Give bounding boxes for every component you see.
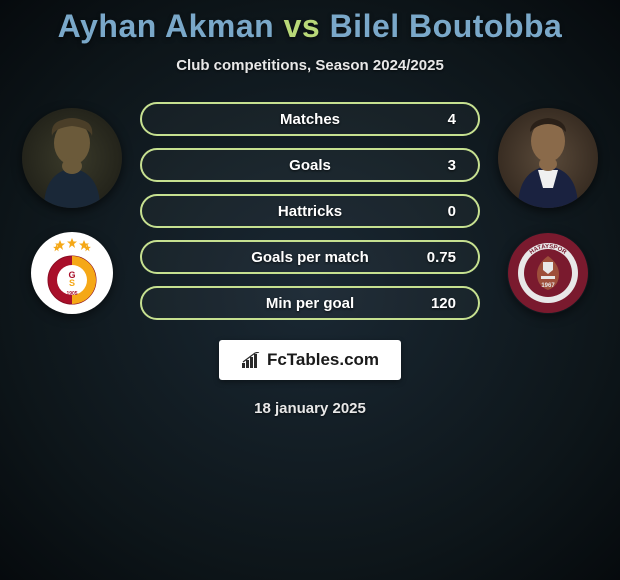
svg-text:S: S (69, 278, 75, 288)
player2-silhouette-icon (498, 108, 598, 208)
right-column: 1967 HATAYSPOR (498, 108, 598, 314)
player1-silhouette-icon (22, 108, 122, 208)
brand-box: FcTables.com (219, 340, 401, 380)
subtitle: Club competitions, Season 2024/2025 (176, 57, 444, 74)
stat-label: Min per goal (266, 295, 354, 312)
stat-row-matches: Matches 4 (140, 102, 480, 136)
player2-avatar (498, 108, 598, 208)
galatasaray-badge-icon: G S 1905 (31, 232, 113, 314)
stat-label: Goals per match (251, 249, 369, 266)
stat-row-goals: Goals 3 (140, 148, 480, 182)
stat-row-gpm: Goals per match 0.75 (140, 240, 480, 274)
hatayspor-badge-icon: 1967 HATAYSPOR (507, 232, 589, 314)
brand-text: FcTables.com (267, 350, 379, 370)
brand-chart-icon (241, 352, 261, 368)
stat-row-hattricks: Hattricks 0 (140, 194, 480, 228)
player2-name: Bilel Boutobba (330, 8, 563, 44)
stat-right-value: 0 (426, 203, 456, 220)
stat-label: Hattricks (278, 203, 342, 220)
club-left-year: 1905 (66, 291, 77, 297)
player1-name: Ayhan Akman (58, 8, 275, 44)
player2-club-badge: 1967 HATAYSPOR (507, 232, 589, 314)
player1-club-badge: G S 1905 (31, 232, 113, 314)
stat-right-value: 120 (426, 295, 456, 312)
vs-text: vs (284, 8, 321, 44)
stat-label: Goals (289, 157, 331, 174)
left-column: G S 1905 (22, 108, 122, 314)
stat-right-value: 4 (426, 111, 456, 128)
date-line: 18 january 2025 (254, 400, 366, 417)
comparison-row: G S 1905 Matches 4 Goals 3 Hattricks 0 (0, 102, 620, 320)
player1-avatar (22, 108, 122, 208)
stat-label: Matches (280, 111, 340, 128)
stat-right-value: 0.75 (426, 249, 456, 266)
stat-row-mpg: Min per goal 120 (140, 286, 480, 320)
stat-right-value: 3 (426, 157, 456, 174)
content-wrapper: Ayhan Akman vs Bilel Boutobba Club compe… (0, 0, 620, 580)
club-right-year: 1967 (541, 283, 555, 289)
page-title: Ayhan Akman vs Bilel Boutobba (58, 8, 563, 45)
stats-bars: Matches 4 Goals 3 Hattricks 0 Goals per … (140, 102, 480, 320)
